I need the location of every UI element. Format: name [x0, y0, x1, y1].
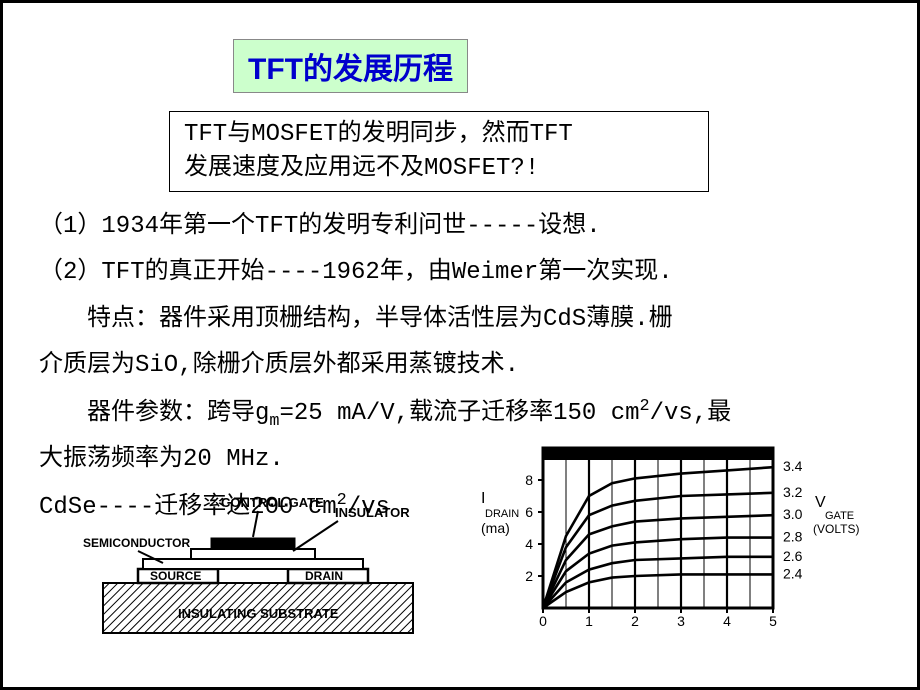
svg-text:2: 2 [631, 613, 639, 629]
figures-row: CONTROL GATE INSULATOR SEMICONDUCTOR SOURCE… [83, 473, 883, 643]
para4a-pre: 器件参数：跨导g [39, 400, 269, 427]
intro-box: TFT与MOSFET的发明同步，然而TFT 发展速度及应用远不及MOSFET?! [169, 111, 709, 192]
svg-text:2.6: 2.6 [783, 548, 803, 564]
page-title: TFT的发展历程 [233, 39, 468, 93]
para4a-sub: m [269, 411, 279, 430]
svg-text:GATE: GATE [825, 510, 854, 522]
svg-text:4: 4 [525, 536, 533, 552]
svg-text:2.8: 2.8 [783, 529, 803, 545]
svg-text:I: I [481, 490, 485, 507]
svg-text:2.4: 2.4 [783, 565, 803, 581]
svg-text:2: 2 [525, 568, 533, 584]
svg-text:(VOLTS): (VOLTS) [813, 522, 859, 536]
svg-text:1: 1 [585, 613, 593, 629]
svg-text:INSULATOR: INSULATOR [335, 505, 410, 520]
svg-text:CONTROL GATE: CONTROL GATE [221, 495, 324, 510]
para4a-mid: =25 mA/V,载流子迁移率150 cm [279, 400, 639, 427]
para4a-sup: 2 [640, 397, 650, 416]
device-cross-section-diagram: CONTROL GATE INSULATOR SEMICONDUCTOR SOURCE… [83, 473, 433, 643]
svg-text:4: 4 [723, 613, 731, 629]
svg-text:5: 5 [769, 613, 777, 629]
svg-text:(ma): (ma) [481, 520, 510, 536]
para-4a: 器件参数：跨导gm=25 mA/V,载流子迁移率150 cm2/vs,最 [39, 391, 889, 437]
svg-text:SEMICONDUCTOR: SEMICONDUCTOR [83, 536, 190, 550]
para-3a: 特点：器件采用顶栅结构，半导体活性层为CdS薄膜.栅 [39, 298, 889, 342]
svg-text:3.4: 3.4 [783, 458, 803, 474]
svg-text:6: 6 [525, 504, 533, 520]
svg-text:0: 0 [539, 613, 547, 629]
svg-text:V: V [815, 494, 826, 511]
svg-text:SOURCE: SOURCE [150, 569, 201, 583]
svg-text:INSULATING SUBSTRATE: INSULATING SUBSTRATE [178, 606, 339, 621]
svg-text:8: 8 [525, 472, 533, 488]
para-3b: 介质层为SiO,除栅介质层外都采用蒸镀技术. [39, 344, 889, 388]
para-1: （1）1934年第一个TFT的发明专利问世-----设想. [39, 205, 889, 249]
para-2: （2）TFT的真正开始----1962年，由Weimer第一次实现. [39, 251, 889, 295]
para4a-post: /vs,最 [650, 400, 732, 427]
svg-text:3.2: 3.2 [783, 484, 803, 500]
iv-curves-chart: 2 4 6 8 0 1 2 3 4 5 3.4 3.2 3.0 2.8 2.62.4 IDRAIN(ma) VG… [463, 433, 863, 633]
intro-line-1: TFT与MOSFET的发明同步，然而TFT [184, 121, 573, 148]
svg-text:DRAIN: DRAIN [485, 508, 519, 520]
intro-line-2: 发展速度及应用远不及MOSFET?! [184, 155, 539, 182]
svg-text:3: 3 [677, 613, 685, 629]
svg-text:DRAIN: DRAIN [305, 569, 343, 583]
svg-text:3.0: 3.0 [783, 506, 803, 522]
